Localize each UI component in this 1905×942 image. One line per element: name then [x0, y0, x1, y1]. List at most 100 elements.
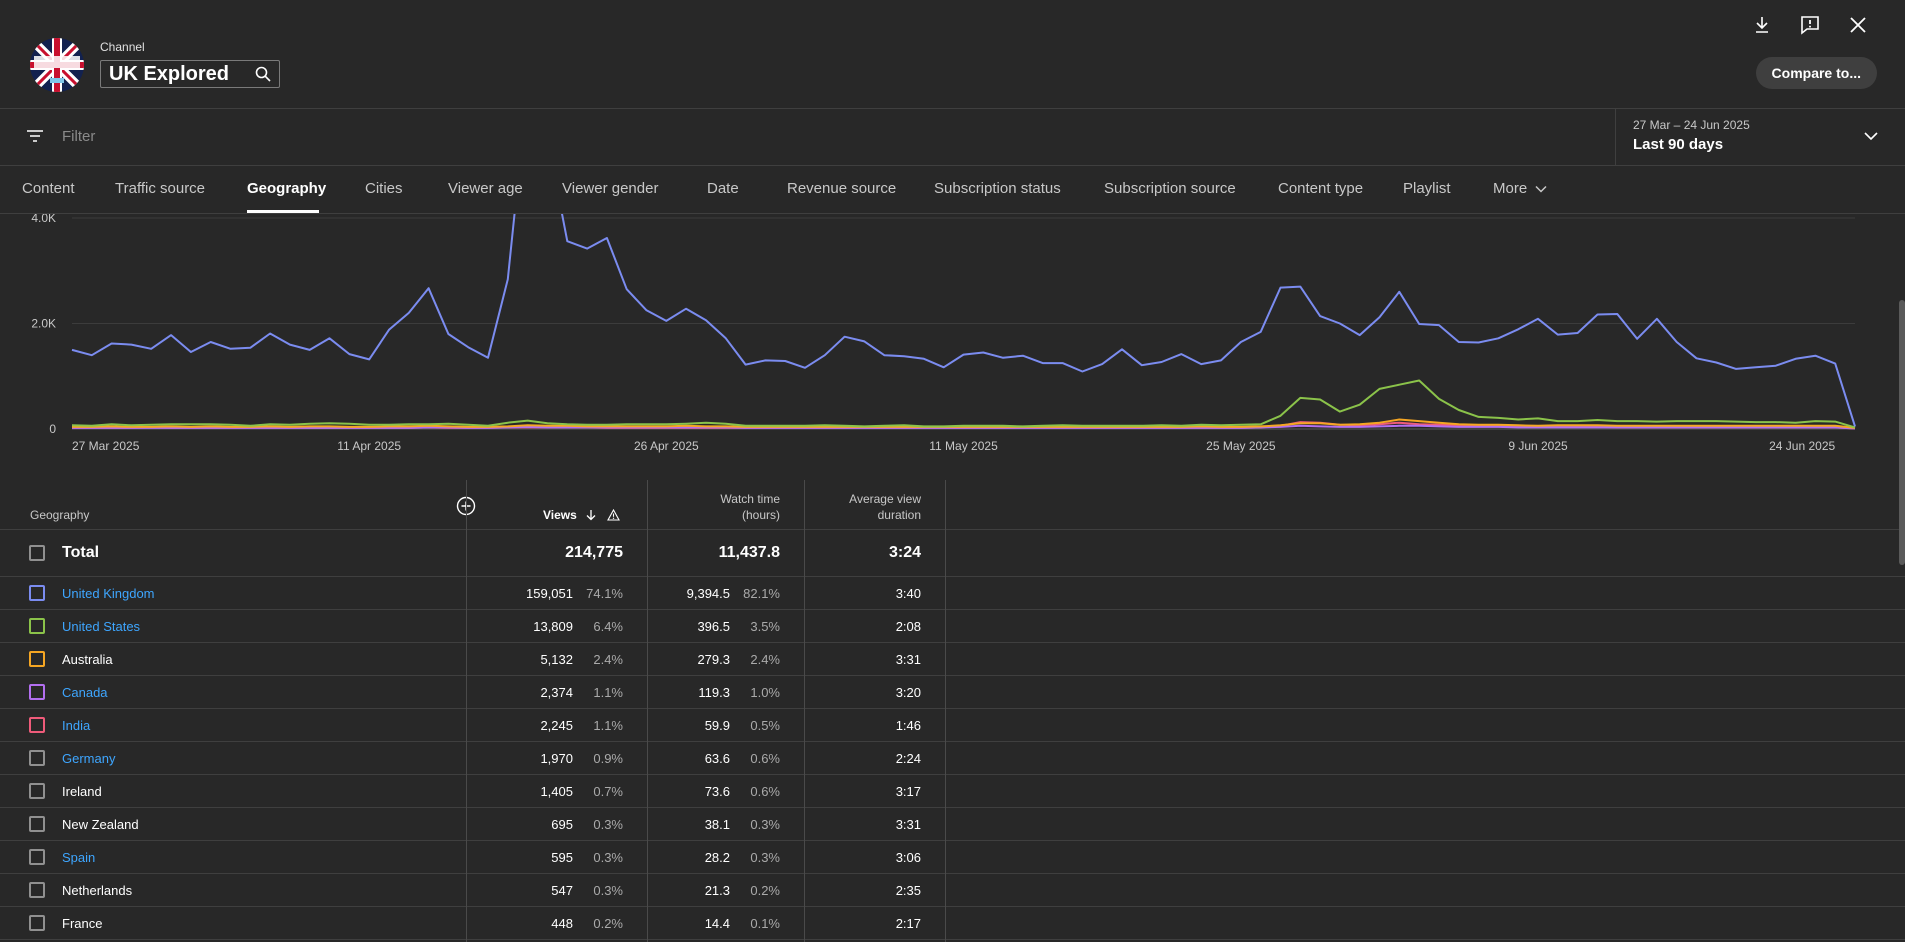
country-name[interactable]: United States: [62, 619, 141, 634]
average-view-duration-value: 2:24: [895, 751, 921, 766]
column-divider: [945, 480, 946, 942]
total-checkbox[interactable]: [29, 545, 45, 561]
tab-viewer-gender[interactable]: Viewer gender: [562, 180, 659, 197]
row-checkbox[interactable]: [29, 618, 45, 634]
scrollbar[interactable]: [1899, 300, 1905, 565]
channel-avatar[interactable]: [30, 38, 84, 92]
search-icon[interactable]: [255, 66, 271, 82]
series-line-united-states[interactable]: [71, 379, 1856, 429]
table-row[interactable]: New Zealand 695 0.3% 38.1 0.3% 3:31: [0, 808, 1905, 841]
watch-time-label-line2: (hours): [741, 508, 780, 522]
row-checkbox[interactable]: [29, 783, 45, 799]
tab-revenue-source[interactable]: Revenue source: [787, 180, 897, 197]
series-line-australia[interactable]: [72, 418, 1856, 429]
views-percent: 0.3%: [593, 817, 623, 832]
header: Channel UK Explored Compare to...: [0, 0, 1905, 109]
row-checkbox[interactable]: [29, 882, 45, 898]
average-view-duration-value: 3:06: [895, 850, 921, 865]
table-row[interactable]: India 2,245 1.1% 59.9 0.5% 1:46: [0, 709, 1905, 742]
close-icon[interactable]: [1841, 8, 1875, 42]
average-view-duration-value: 2:17: [895, 916, 921, 931]
table-row[interactable]: Germany 1,970 0.9% 63.6 0.6% 2:24: [0, 742, 1905, 775]
series-line-united-kingdom[interactable]: [71, 214, 1856, 427]
column-divider: [647, 480, 648, 942]
watch-time-value: 279.3: [697, 652, 730, 667]
table-row[interactable]: Australia 5,132 2.4% 279.3 2.4% 3:31: [0, 643, 1905, 676]
table-row[interactable]: United States 13,809 6.4% 396.5 3.5% 2:08: [0, 610, 1905, 643]
tab-content[interactable]: Content: [22, 180, 75, 197]
average-view-duration-value: 1:46: [895, 718, 921, 733]
watch-time-label-line1: Watch time: [720, 492, 780, 506]
filter-bar: Filter 27 Mar – 24 Jun 2025 Last 90 days: [0, 109, 1905, 166]
views-percent: 6.4%: [593, 619, 623, 634]
views-percent: 2.4%: [593, 652, 623, 667]
watch-time-percent: 1.0%: [750, 685, 780, 700]
country-name: New Zealand: [62, 817, 139, 832]
tab-content-type[interactable]: Content type: [1278, 180, 1364, 197]
tab-date[interactable]: Date: [707, 180, 739, 197]
watch-time-percent: 0.3%: [750, 817, 780, 832]
row-checkbox[interactable]: [29, 684, 45, 700]
table-row[interactable]: Spain 595 0.3% 28.2 0.3% 3:06: [0, 841, 1905, 874]
watch-time-percent: 82.1%: [743, 586, 780, 601]
download-icon[interactable]: [1745, 8, 1779, 42]
country-name[interactable]: India: [62, 718, 91, 733]
x-tick-label: 11 Apr 2025: [337, 439, 401, 453]
total-watch-time: 11,437.8: [718, 544, 780, 561]
tab-playlist[interactable]: Playlist: [1403, 180, 1451, 197]
country-name[interactable]: Germany: [62, 751, 116, 766]
views-value: 547: [551, 883, 573, 898]
row-checkbox[interactable]: [29, 915, 45, 931]
country-name[interactable]: United Kingdom: [62, 586, 155, 601]
tab-cities[interactable]: Cities: [365, 180, 403, 197]
row-checkbox[interactable]: [29, 651, 45, 667]
tab-geography[interactable]: Geography: [247, 180, 327, 197]
active-tab-indicator: [247, 210, 319, 213]
column-header-average-view-duration[interactable]: Average view duration: [849, 491, 921, 523]
tab-viewer-age[interactable]: Viewer age: [448, 180, 523, 197]
table-row[interactable]: Canada 2,374 1.1% 119.3 1.0% 3:20: [0, 676, 1905, 709]
views-value: 1,970: [540, 751, 573, 766]
country-name[interactable]: Canada: [62, 685, 108, 700]
watch-time-value: 38.1: [704, 817, 730, 832]
date-range-selector[interactable]: 27 Mar – 24 Jun 2025 Last 90 days: [1615, 109, 1905, 165]
country-name: France: [62, 916, 103, 931]
dimension-tabs: Content Traffic source Geography Cities …: [0, 166, 1905, 214]
views-value: 595: [551, 850, 573, 865]
watch-time-percent: 3.5%: [750, 619, 780, 634]
total-average-view-duration: 3:24: [888, 544, 921, 561]
column-header-watch-time[interactable]: Watch time (hours): [720, 491, 780, 523]
column-header-views[interactable]: Views: [543, 508, 577, 522]
table-row[interactable]: France 448 0.2% 14.4 0.1% 2:17: [0, 907, 1905, 940]
country-name[interactable]: Spain: [62, 850, 96, 865]
views-value: 695: [551, 817, 573, 832]
row-checkbox[interactable]: [29, 585, 45, 601]
table-row[interactable]: Netherlands 547 0.3% 21.3 0.2% 2:35: [0, 874, 1905, 907]
row-checkbox[interactable]: [29, 816, 45, 832]
table-row[interactable]: United Kingdom 159,051 74.1% 9,394.5 82.1% 3:…: [0, 577, 1905, 610]
table-row[interactable]: Ireland 1,405 0.7% 73.6 0.6% 3:17: [0, 775, 1905, 808]
total-label: Total: [62, 544, 100, 561]
warning-icon[interactable]: [607, 509, 620, 521]
views-value: 2,245: [540, 718, 573, 733]
row-checkbox[interactable]: [29, 849, 45, 865]
y-tick-label: 4.0K: [31, 214, 56, 225]
tab-subscription-source[interactable]: Subscription source: [1104, 180, 1236, 197]
tab-subscription-status[interactable]: Subscription status: [934, 180, 1061, 197]
channel-label: Channel: [100, 40, 145, 54]
watch-time-value: 28.2: [704, 850, 730, 865]
filter-input[interactable]: Filter: [62, 128, 96, 145]
row-checkbox[interactable]: [29, 717, 45, 733]
channel-selector[interactable]: UK Explored: [100, 60, 280, 88]
watch-time-percent: 0.2%: [750, 883, 780, 898]
avd-label-line2: duration: [877, 508, 921, 522]
tab-more[interactable]: More: [1493, 180, 1547, 197]
compare-button[interactable]: Compare to...: [1755, 57, 1877, 89]
filter-icon[interactable]: [24, 125, 46, 147]
sort-down-icon[interactable]: [585, 509, 597, 521]
row-checkbox[interactable]: [29, 750, 45, 766]
feedback-icon[interactable]: [1793, 8, 1827, 42]
column-header-geography[interactable]: Geography: [30, 508, 90, 522]
tab-traffic-source[interactable]: Traffic source: [115, 180, 206, 197]
window-actions: [1745, 8, 1875, 42]
